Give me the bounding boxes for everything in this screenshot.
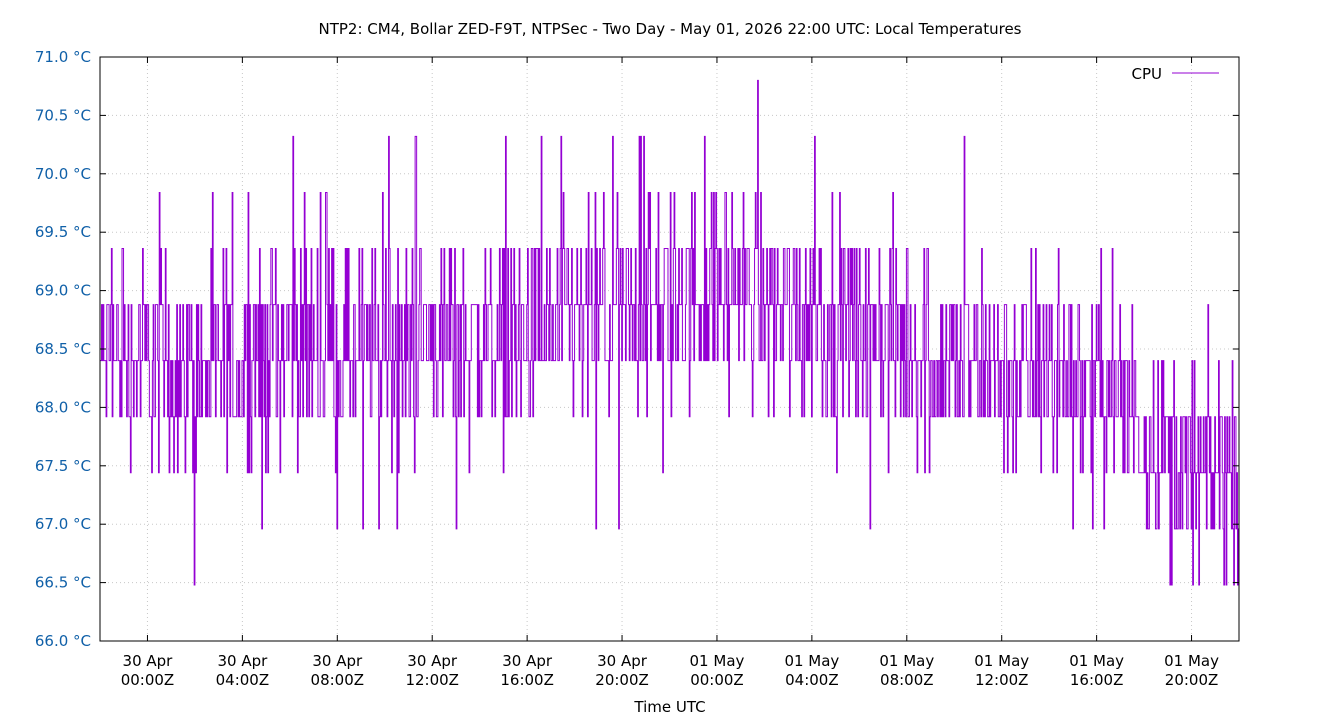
x-tick-label: 30 Apr 04:00Z [216,652,270,689]
x-tick-label: 01 May 00:00Z [690,652,745,689]
x-tick-label: 01 May 20:00Z [1164,652,1219,689]
x-tick-label-time: 04:00Z [785,671,839,689]
grid-lines [100,57,1239,641]
y-tick-label: 66.5 °C [35,574,91,592]
x-tick-label: 30 Apr 08:00Z [311,652,365,689]
x-tick-label-time: 08:00Z [880,671,934,689]
x-tick-label-date: 30 Apr [123,652,174,670]
x-tick-label-time: 20:00Z [1165,671,1219,689]
series-line-cpu [100,79,1240,586]
x-tick-label: 01 May 08:00Z [879,652,934,689]
y-tick-label: 68.5 °C [35,340,91,358]
x-tick-label: 30 Apr 16:00Z [500,652,554,689]
x-tick-label: 01 May 04:00Z [784,652,839,689]
x-tick-label-date: 30 Apr [312,652,363,670]
x-tick-label-date: 01 May [974,652,1029,670]
x-tick-label: 01 May 12:00Z [974,652,1029,689]
y-tick-label: 67.5 °C [35,457,91,475]
x-tick-label-time: 12:00Z [975,671,1029,689]
x-tick-label-time: 00:00Z [121,671,175,689]
x-tick-label-date: 30 Apr [502,652,553,670]
x-tick-label-time: 16:00Z [500,671,554,689]
x-tick-label-date: 01 May [1164,652,1219,670]
x-tick-label: 01 May 16:00Z [1069,652,1124,689]
x-tick-label-date: 01 May [1069,652,1124,670]
y-tick-label: 68.0 °C [35,398,91,416]
legend-label-cpu: CPU [1132,65,1163,83]
x-tick-label-date: 30 Apr [597,652,648,670]
x-tick-label-time: 00:00Z [690,671,744,689]
y-tick-label: 69.0 °C [35,282,91,300]
x-tick-label-date: 01 May [879,652,934,670]
series-group [100,79,1240,586]
legend: CPU [1132,65,1219,83]
y-tick-label: 67.0 °C [35,515,91,533]
y-tick-label: 69.5 °C [35,223,91,241]
x-tick-label-date: 30 Apr [407,652,458,670]
y-axis: 66.0 °C 66.5 °C 67.0 °C 67.5 °C 68.0 °C 68.5 … [35,48,1239,650]
x-tick-label-time: 04:00Z [216,671,270,689]
y-tick-label: 70.5 °C [35,106,91,124]
x-tick-label-time: 20:00Z [595,671,649,689]
y-tick-label: 71.0 °C [35,48,91,66]
x-tick-label-time: 16:00Z [1070,671,1124,689]
x-tick-label-time: 12:00Z [405,671,459,689]
x-tick-label-time: 08:00Z [311,671,365,689]
x-tick-label: 30 Apr 12:00Z [405,652,459,689]
x-tick-label: 30 Apr 20:00Z [595,652,649,689]
x-tick-label: 30 Apr 00:00Z [121,652,175,689]
x-tick-label-date: 01 May [690,652,745,670]
y-tick-label: 66.0 °C [35,632,91,650]
x-tick-label-date: 01 May [784,652,839,670]
chart-title: NTP2: CM4, Bollar ZED-F9T, NTPSec - Two … [318,20,1021,38]
x-axis-label: Time UTC [633,698,705,716]
y-tick-label: 70.0 °C [35,165,91,183]
x-tick-label-date: 30 Apr [217,652,268,670]
